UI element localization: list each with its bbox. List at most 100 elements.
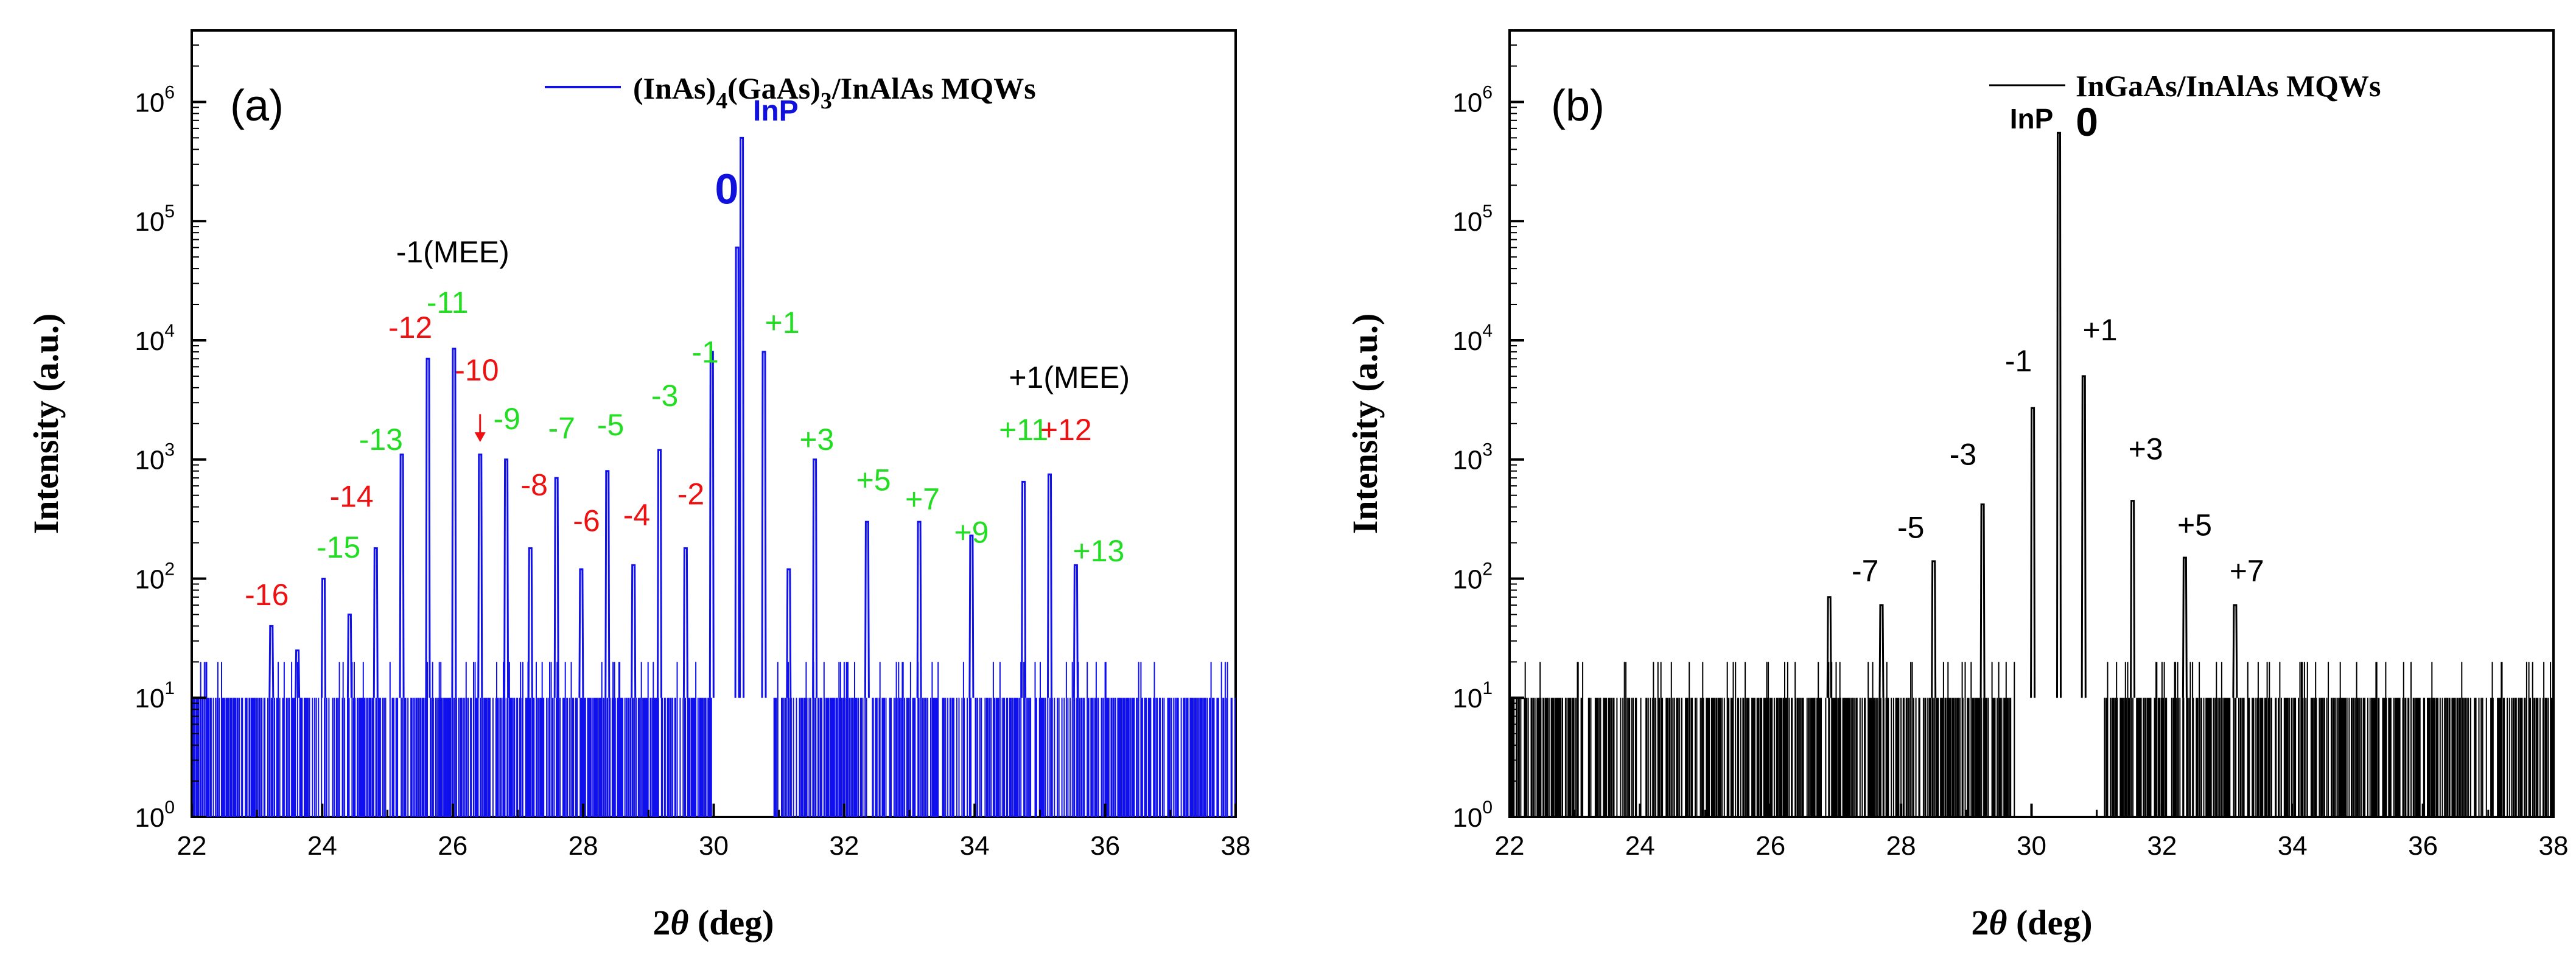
annotation-17: +3: [799, 422, 834, 457]
annotation-25: +1(MEE): [1009, 360, 1130, 394]
peak-2: [321, 578, 326, 698]
peak-24: [916, 521, 922, 698]
legend-a-part3: /InAlAs MQWs: [831, 71, 1036, 105]
y-tick-label-1: 101: [1452, 678, 1493, 713]
y-tick-label-0: 100: [135, 798, 175, 833]
x-axis-a: 22 24 26 28 30 32 34 36 38: [177, 804, 1250, 861]
legend-a-part1: (InAs): [633, 71, 716, 105]
peak-20: [761, 351, 767, 698]
peak-6: [2081, 375, 2087, 698]
peak-3: [1979, 503, 1986, 698]
x-title-unit-a: (deg): [688, 903, 774, 942]
peak-28: [1073, 564, 1079, 698]
x-tick-label-8: 38: [2539, 831, 2569, 861]
peak-25: [968, 535, 975, 698]
peak-7: [2130, 500, 2136, 698]
peak-8: [2182, 556, 2188, 698]
peak-19: [739, 136, 745, 698]
annotation-3: -13: [359, 422, 403, 457]
peak-4: [373, 547, 379, 698]
peak-21: [786, 568, 792, 698]
annotation-2: -3: [1950, 438, 1976, 472]
peak-6: [425, 357, 431, 698]
peak-11: [553, 477, 559, 698]
peak-12: [578, 568, 584, 698]
annotation-15: -1: [691, 335, 718, 370]
x-tick-label-1: 24: [1625, 831, 1655, 861]
x-tick-label-0: 22: [177, 831, 207, 861]
y-axis-title-a: Intensity (a.u.): [26, 314, 66, 535]
x-tick-label-1: 24: [307, 831, 337, 861]
annotation-27: InP: [753, 95, 799, 127]
peak-4: [2030, 407, 2036, 698]
peak-5: [399, 454, 405, 698]
annotation-1: -15: [317, 530, 360, 564]
y-tick-label-5: 105: [135, 202, 175, 237]
x-tick-label-5: 32: [2147, 831, 2177, 861]
x-title-theta-b: θ: [1989, 903, 2007, 942]
peak-7: [451, 348, 457, 698]
annotation-9: 0: [2076, 99, 2098, 144]
annotation-0: -7: [1852, 554, 1878, 588]
annotation-4: +1: [2083, 313, 2118, 347]
x-tick-label-6: 34: [960, 831, 990, 861]
x-tick-label-0: 22: [1495, 831, 1525, 861]
peak-9: [2232, 604, 2238, 698]
annotation-24: -1(MEE): [396, 235, 509, 269]
peak-13: [604, 470, 611, 698]
y-tick-label-3: 103: [1452, 440, 1493, 475]
x-title-main-a: 2: [653, 903, 670, 942]
panel-label-b: (b): [1551, 82, 1605, 130]
annotation-2: -14: [329, 480, 373, 514]
series-line: [1509, 662, 2553, 817]
legend-a-sub1: 4: [716, 88, 727, 114]
annotation-5: -11: [427, 286, 469, 320]
y-tick-label-2: 102: [135, 559, 175, 594]
peak-22: [812, 458, 818, 698]
annotation-1: -5: [1897, 510, 1924, 544]
peak-18: [734, 247, 740, 698]
peak-1: [1878, 604, 1885, 698]
peak-5: [2056, 131, 2062, 698]
peak-27: [1047, 473, 1052, 698]
x-title-unit-b: (deg): [2007, 903, 2092, 942]
annotation-23: +13: [1073, 534, 1124, 568]
annotation-6: -10: [455, 353, 499, 387]
annotation-4: -12: [388, 310, 432, 345]
y-tick-label-1: 101: [135, 678, 175, 713]
peak-17: [709, 351, 715, 698]
y-tick-label-5: 105: [1452, 202, 1493, 237]
y-tick-label-0: 100: [1452, 798, 1493, 833]
annotation-26: 0: [715, 166, 738, 213]
annotation-18: +5: [856, 463, 891, 497]
annotation-9: -7: [548, 411, 575, 445]
annotation-8: -8: [521, 468, 548, 502]
plot-area-a: -16 -15 -14 -13 -12-11 -10 -9-8-7 -6 -5 -4 -3 -2 -1 +…: [192, 95, 1236, 817]
y-tick-label-4: 104: [135, 321, 175, 356]
peak-23: [864, 521, 870, 698]
x-tick-label-5: 32: [829, 831, 859, 861]
peak-2: [1931, 560, 1937, 698]
y-tick-label-6: 106: [1452, 82, 1493, 117]
plot-area-b: -7 -5 -3 -1 +1 +3 +5 +7 InP 0: [1509, 99, 2553, 817]
annotation-0: -16: [245, 578, 289, 612]
x-tick-label-2: 26: [1755, 831, 1785, 861]
peak-0: [268, 625, 275, 698]
annotation-22: +12: [1040, 413, 1092, 447]
annotation-10: -6: [573, 504, 600, 538]
annotation-14: -2: [677, 477, 704, 511]
peak-26: [1021, 480, 1027, 698]
annotation-11: -5: [597, 408, 624, 442]
x-tick-label-2: 26: [438, 831, 467, 861]
y-tick-label-6: 106: [135, 82, 175, 117]
annotation-16: +1: [765, 306, 800, 340]
annotation-19: +7: [905, 482, 940, 516]
y-axis-a: 100 101 102 103 104 105 106: [135, 44, 206, 833]
y-axis-b: 100 101 102 103 104 105 106: [1452, 44, 1524, 833]
panel-a: -16 -15 -14 -13 -12-11 -10 -9-8-7 -6 -5 -4 -3 -2 -1 +…: [26, 29, 1250, 942]
x-tick-label-4: 30: [2017, 831, 2046, 861]
peak-16: [682, 547, 688, 698]
